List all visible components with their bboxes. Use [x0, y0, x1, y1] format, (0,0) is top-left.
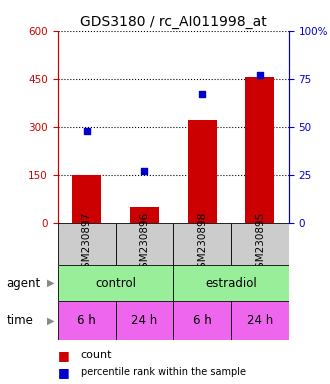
Text: GSM230898: GSM230898	[197, 212, 207, 275]
Bar	[58, 223, 115, 265]
Text: ▶: ▶	[48, 316, 55, 326]
Text: GSM230895: GSM230895	[255, 212, 265, 275]
Text: GDS3180 / rc_AI011998_at: GDS3180 / rc_AI011998_at	[80, 15, 267, 29]
Bar	[173, 301, 231, 340]
Point	[142, 168, 147, 174]
Bar	[115, 301, 173, 340]
Text: ■: ■	[58, 366, 70, 379]
Text: GSM230896: GSM230896	[139, 212, 149, 275]
Bar	[72, 175, 101, 223]
Bar	[115, 223, 173, 265]
Text: estradiol: estradiol	[205, 277, 257, 290]
Bar	[173, 223, 231, 265]
Text: GSM230897: GSM230897	[82, 212, 92, 275]
Point	[257, 72, 263, 78]
Point	[84, 127, 89, 134]
Bar	[58, 265, 173, 301]
Bar	[173, 265, 289, 301]
Text: 24 h: 24 h	[131, 314, 157, 327]
Text: control: control	[95, 277, 136, 290]
Text: agent: agent	[7, 277, 41, 290]
Text: 6 h: 6 h	[193, 314, 212, 327]
Point	[199, 91, 205, 97]
Bar	[246, 77, 274, 223]
Text: ■: ■	[58, 349, 70, 362]
Text: time: time	[7, 314, 33, 327]
Text: ▶: ▶	[48, 278, 55, 288]
Bar	[231, 301, 289, 340]
Text: 6 h: 6 h	[77, 314, 96, 327]
Bar	[130, 207, 159, 223]
Bar	[58, 301, 115, 340]
Bar	[231, 223, 289, 265]
Text: count: count	[81, 350, 112, 360]
Text: percentile rank within the sample: percentile rank within the sample	[81, 367, 246, 377]
Bar	[188, 120, 216, 223]
Text: 24 h: 24 h	[247, 314, 273, 327]
